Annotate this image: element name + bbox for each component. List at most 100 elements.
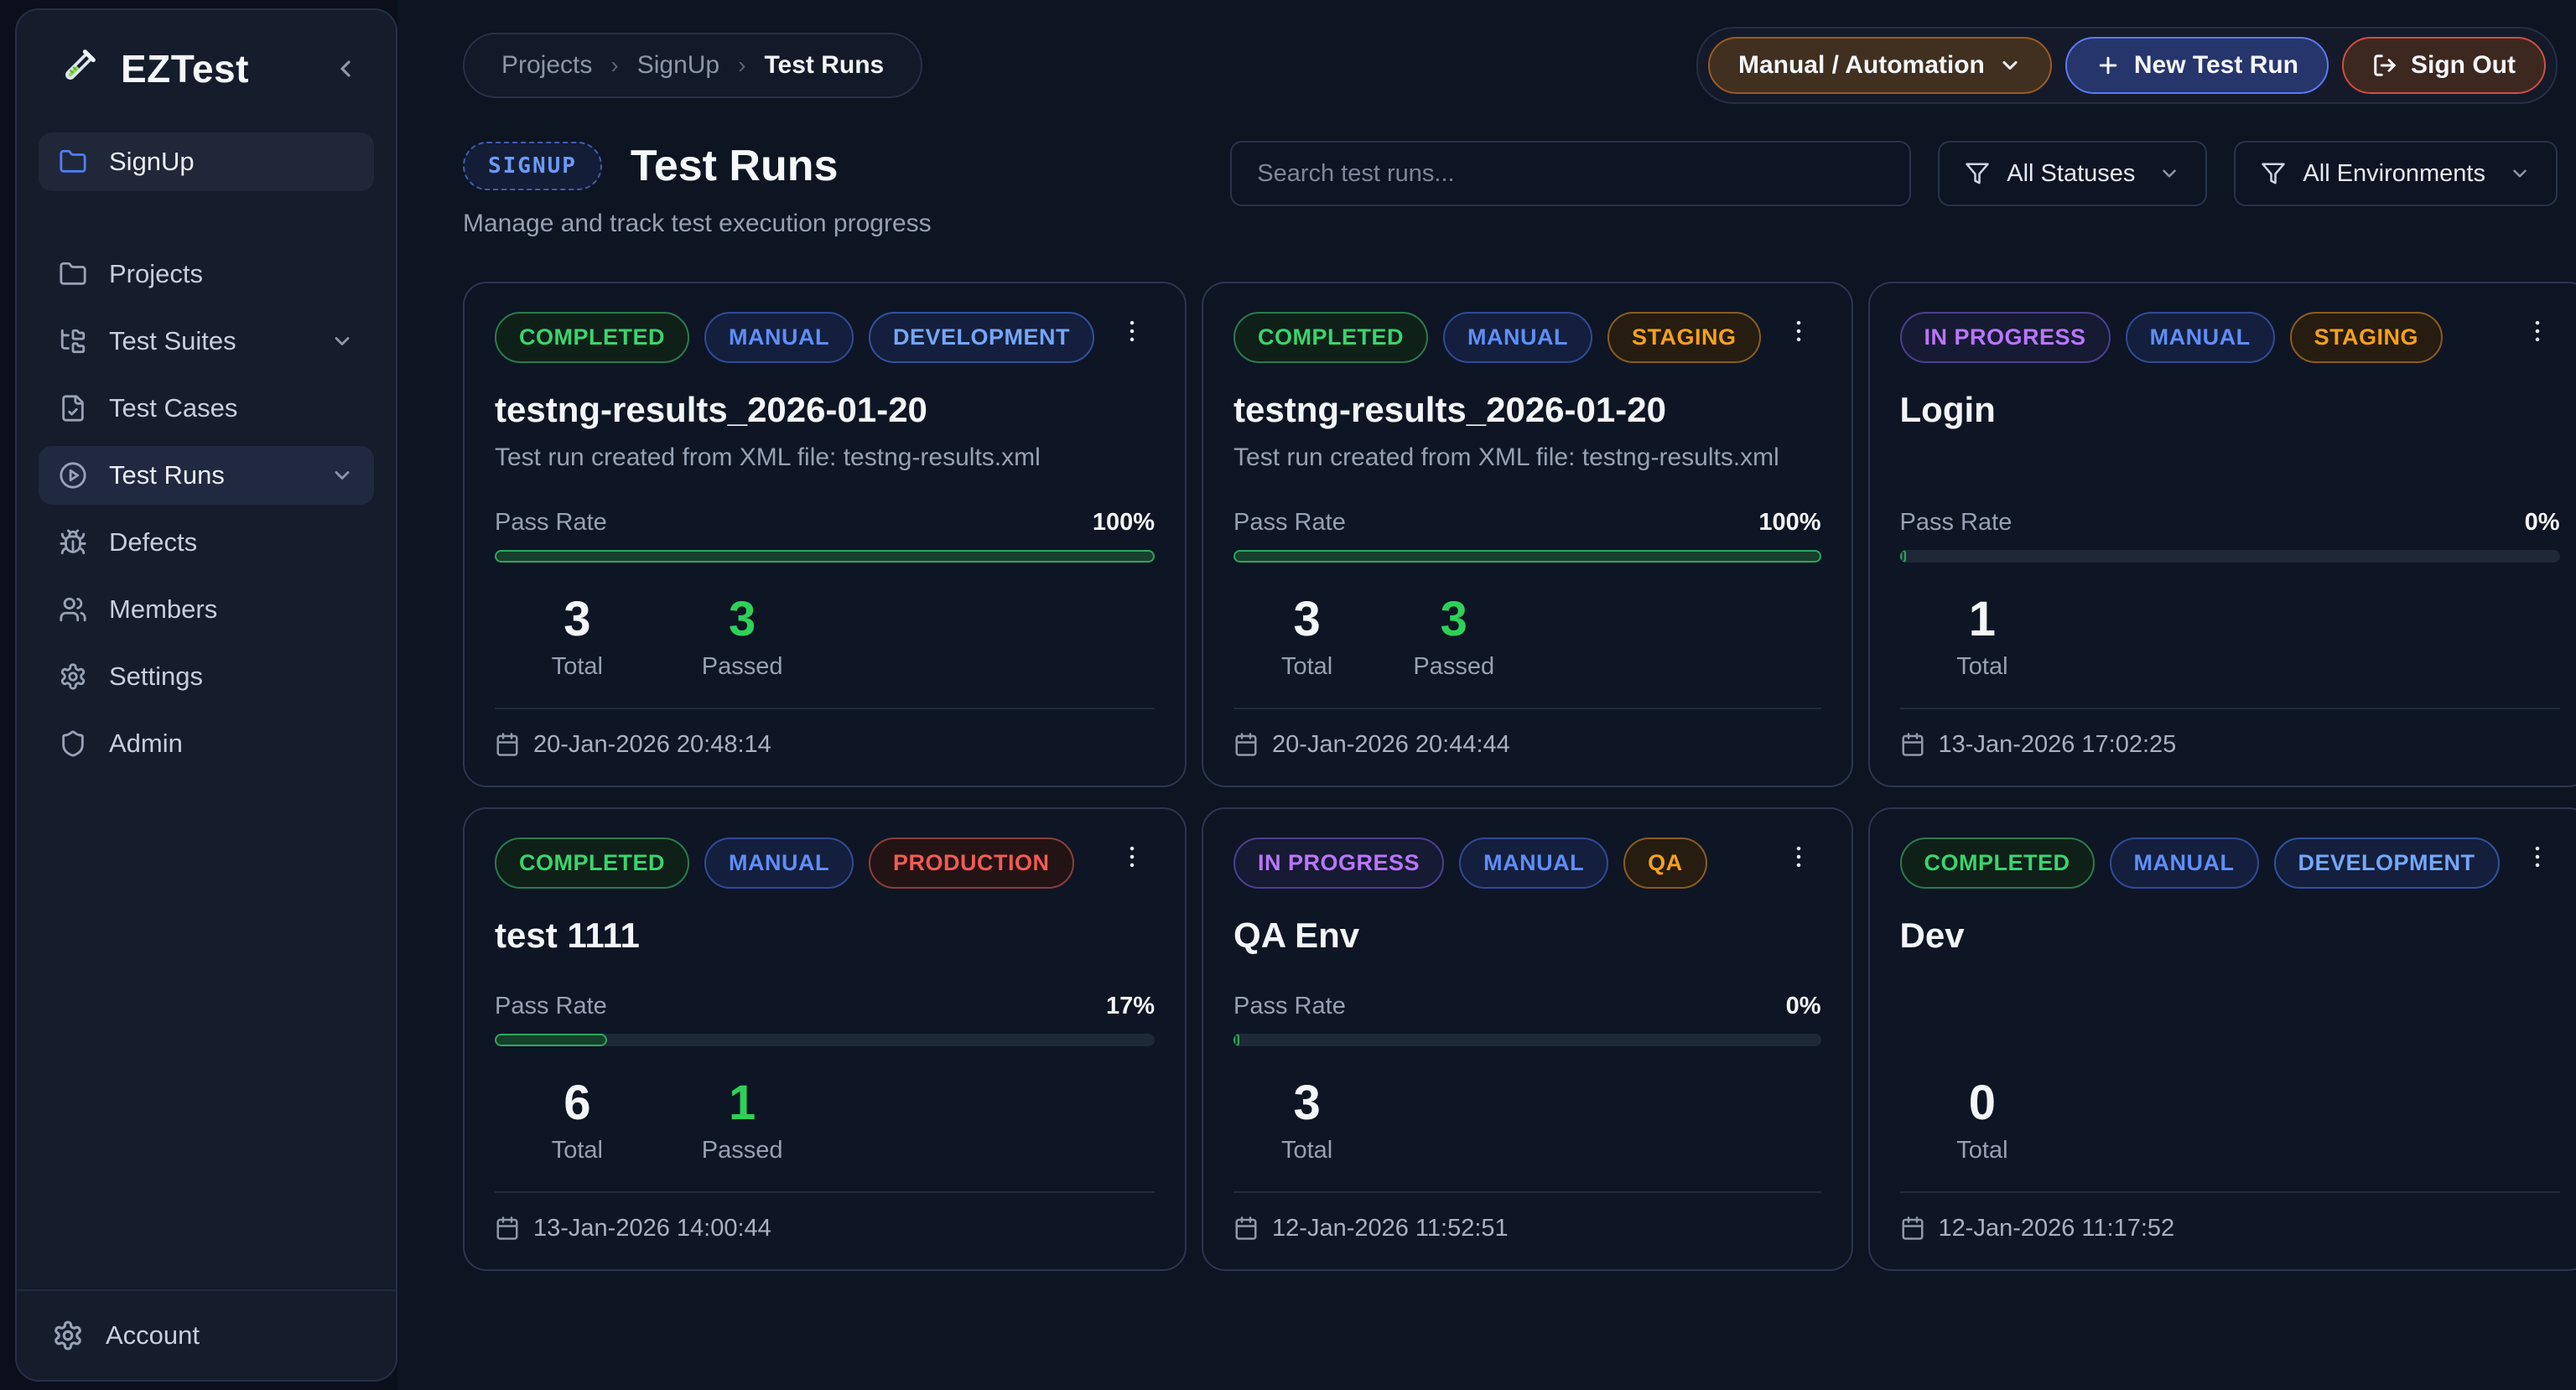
card-menu-kebab-icon[interactable]: [1776, 838, 1821, 876]
pass-rate-label: Pass Rate: [495, 509, 607, 537]
stat-total: 6Total: [495, 1076, 660, 1164]
card-badge-row: COMPLETEDMANUALDEVELOPMENT: [495, 312, 1155, 363]
calendar-icon: [495, 1216, 520, 1241]
calendar-icon: [1233, 1216, 1259, 1241]
breadcrumb-projects[interactable]: Projects: [501, 51, 592, 80]
card-menu-kebab-icon[interactable]: [1109, 312, 1155, 350]
pass-rate-progress-track: [495, 550, 1155, 563]
stat-value: 1: [660, 1076, 825, 1130]
mode-dropdown-label: Manual / Automation: [1738, 51, 1985, 80]
test-run-card[interactable]: COMPLETEDMANUALDEVELOPMENTtestng-results…: [463, 282, 1187, 787]
sidebar-item-signup[interactable]: SignUp: [39, 132, 374, 191]
stat-label: Total: [1233, 653, 1380, 681]
test-run-card[interactable]: COMPLETEDMANUALSTAGINGtestng-results_202…: [1202, 282, 1853, 787]
sidebar-item-test-suites[interactable]: Test Suites: [39, 312, 374, 371]
gear-icon: [59, 662, 87, 691]
users-icon: [59, 595, 87, 624]
breadcrumb-signup[interactable]: SignUp: [637, 51, 719, 80]
sidebar-collapse-icon[interactable]: [327, 50, 364, 87]
stat-label: Passed: [660, 653, 825, 681]
stat-total: 0 Total: [1900, 1076, 2065, 1164]
badge-manual: MANUAL: [1443, 312, 1592, 363]
stat-total: 3Total: [1233, 1076, 1380, 1164]
account-label: Account: [106, 1320, 200, 1351]
chevron-down-icon: [1998, 54, 2022, 77]
card-date-row: 20-Jan-2026 20:44:44: [1233, 709, 1821, 759]
top-bar: Projects › SignUp › Test Runs Manual / A…: [463, 27, 2558, 104]
stat-label: Total: [1900, 1137, 2065, 1164]
sidebar-item-test-cases[interactable]: Test Cases: [39, 379, 374, 438]
sidebar-item-test-runs[interactable]: Test Runs: [39, 446, 374, 505]
sign-out-button[interactable]: Sign Out: [2342, 37, 2546, 94]
stat-value: 0: [1900, 1076, 2065, 1130]
app-title: EZTest: [121, 46, 305, 91]
breadcrumb-separator-icon: ›: [738, 52, 745, 79]
card-badge-row: IN PROGRESSMANUALQA: [1233, 838, 1821, 889]
pass-rate-progress-track: [1233, 550, 1821, 563]
pass-rate-progress-track: [495, 1034, 1155, 1046]
folder-icon: [59, 260, 87, 288]
card-badge-row: COMPLETEDMANUALDEVELOPMENT: [1900, 838, 2560, 889]
logout-icon: [2372, 53, 2397, 78]
play-circle-icon: [59, 461, 87, 490]
sidebar-item-defects[interactable]: Defects: [39, 513, 374, 572]
test-run-card[interactable]: COMPLETEDMANUALPRODUCTIONtest 1111Pass R…: [463, 807, 1187, 1271]
project-badge: SIGNUP: [463, 142, 602, 190]
badge-development: DEVELOPMENT: [869, 312, 1094, 363]
filter-icon: [2261, 161, 2286, 186]
sidebar-item-account[interactable]: Account: [17, 1289, 396, 1380]
sidebar-item-label: Test Cases: [109, 393, 354, 423]
stat-value: 3: [495, 593, 660, 646]
card-spacer: [495, 956, 1155, 993]
page-title: Test Runs: [631, 141, 839, 191]
pass-rate-value: 0%: [1786, 993, 1821, 1020]
sidebar-item-projects[interactable]: Projects: [39, 245, 374, 303]
pass-rate-label: Pass Rate: [1233, 993, 1346, 1020]
chevron-down-icon: [2509, 163, 2531, 184]
pass-rate-value: 17%: [1106, 993, 1155, 1020]
card-stats-row: 1Total: [1900, 593, 2560, 681]
sidebar-item-members[interactable]: Members: [39, 580, 374, 639]
card-menu-kebab-icon[interactable]: [2515, 838, 2560, 876]
card-date-row: 12-Jan-2026 11:52:51: [1233, 1193, 1821, 1242]
pass-rate-value: 100%: [1093, 509, 1155, 537]
card-menu-kebab-icon[interactable]: [1109, 838, 1155, 876]
calendar-icon: [495, 732, 520, 757]
badge-completed: COMPLETED: [1900, 838, 2095, 889]
sidebar-item-settings[interactable]: Settings: [39, 647, 374, 706]
card-menu-kebab-icon[interactable]: [1776, 312, 1821, 350]
stat-value: 6: [495, 1076, 660, 1130]
card-spacer: [1233, 472, 1821, 509]
status-filter-dropdown[interactable]: All Statuses: [1938, 141, 2207, 206]
stat-label: Total: [1233, 1137, 1380, 1164]
filter-icon: [1965, 161, 1990, 186]
card-date: 12-Jan-2026 11:52:51: [1272, 1215, 1509, 1242]
card-badge-row: IN PROGRESSMANUALSTAGING: [1900, 312, 2560, 363]
badge-production: PRODUCTION: [869, 838, 1074, 889]
chevron-down-icon: [330, 464, 354, 487]
card-menu-kebab-icon[interactable]: [2515, 312, 2560, 350]
calendar-icon: [1900, 1216, 1925, 1241]
chevron-down-icon: [2158, 163, 2180, 184]
sidebar-item-admin[interactable]: Admin: [39, 714, 374, 773]
test-run-card[interactable]: IN PROGRESSMANUALQAQA EnvPass Rate0%3Tot…: [1202, 807, 1853, 1271]
environment-filter-dropdown[interactable]: All Environments: [2234, 141, 2558, 206]
badge-staging: STAGING: [1607, 312, 1761, 363]
card-stats-row: 3Total3Passed: [495, 593, 1155, 681]
breadcrumb-test-runs: Test Runs: [764, 51, 884, 80]
environment-filter-label: All Environments: [2303, 160, 2485, 188]
card-date-row: 13-Jan-2026 17:02:25: [1900, 709, 2560, 759]
card-stats-row: 6Total1Passed: [495, 1076, 1155, 1164]
test-run-card[interactable]: IN PROGRESSMANUALSTAGINGLoginPass Rate0%…: [1868, 282, 2576, 787]
badge-manual: MANUAL: [704, 312, 854, 363]
search-input[interactable]: [1257, 160, 1884, 188]
mode-dropdown-button[interactable]: Manual / Automation: [1708, 37, 2052, 94]
calendar-icon: [1900, 732, 1925, 757]
stat-passed: 3Passed: [1380, 593, 1527, 681]
test-run-card[interactable]: COMPLETEDMANUALDEVELOPMENTDev0Total12-Ja…: [1868, 807, 2576, 1271]
pass-rate-progress-track: [1900, 550, 2560, 563]
top-actions: Manual / Automation New Test Run Sign Ou…: [1696, 27, 2558, 104]
card-stats-row: 0 Total: [1900, 1076, 2560, 1164]
stat-value: 3: [1380, 593, 1527, 646]
new-test-run-button[interactable]: New Test Run: [2065, 37, 2329, 94]
